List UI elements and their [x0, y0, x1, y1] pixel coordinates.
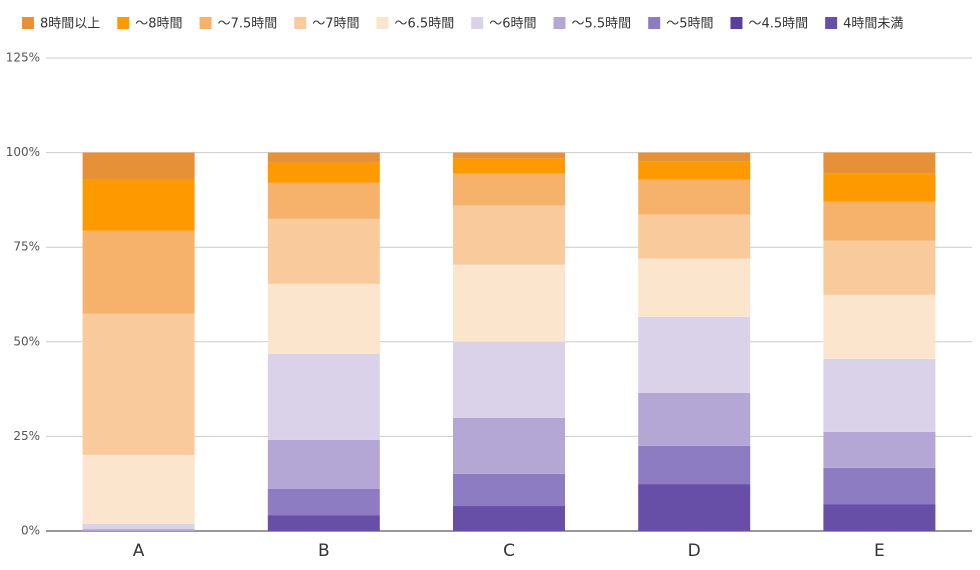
y-tick-label: 125% — [6, 51, 40, 65]
bar-segment — [823, 294, 936, 359]
y-tick-label: 0% — [21, 524, 40, 538]
bar-segment — [823, 358, 936, 432]
legend-swatch — [825, 17, 838, 29]
bar-segment — [267, 515, 380, 531]
bar-segment — [638, 258, 751, 317]
legend-label: 〜5.5時間 — [572, 17, 632, 32]
legend-label: 〜6時間 — [489, 17, 536, 32]
legend-label: 〜8時間 — [135, 17, 182, 32]
bar-segment — [267, 353, 380, 440]
bar-segment — [82, 529, 195, 531]
legend-swatch — [553, 17, 566, 29]
bar-segment — [267, 162, 380, 183]
bar-segment — [267, 439, 380, 489]
bar-segment — [82, 313, 195, 455]
bar-segment — [453, 158, 565, 174]
legend-swatch — [730, 17, 743, 29]
bar-segment — [823, 467, 936, 505]
legend-label: 〜6.5時間 — [395, 17, 455, 32]
bar-segment — [823, 173, 936, 202]
bar-segment — [267, 283, 380, 354]
legend-label: 8時間以上 — [40, 17, 100, 32]
x-tick-label: D — [688, 541, 701, 561]
bar-segment — [267, 218, 380, 284]
bar-segment — [82, 523, 195, 530]
bar-segment — [267, 488, 380, 516]
legend-swatch — [22, 17, 34, 29]
bar-segment — [82, 454, 195, 524]
bar-segment — [638, 152, 751, 162]
x-tick-label: E — [874, 541, 885, 561]
y-tick-label: 50% — [13, 334, 40, 348]
legend-label: 〜4.5時間 — [748, 17, 808, 32]
legend-swatch — [199, 17, 212, 29]
bar-segment — [453, 205, 565, 265]
x-tick-label: A — [133, 541, 145, 561]
legend-swatch — [471, 17, 484, 29]
bar-segment — [638, 392, 751, 446]
legend-swatch — [376, 17, 389, 29]
legend-swatch — [294, 17, 307, 29]
y-tick-label: 25% — [13, 429, 40, 443]
legend-label: 〜5時間 — [666, 17, 713, 32]
bar-segment — [823, 504, 936, 531]
y-tick-label: 75% — [13, 240, 40, 254]
bar-segment — [638, 179, 751, 215]
bar-segment — [453, 473, 565, 507]
bar-segment — [638, 316, 751, 393]
bar-segment — [638, 445, 751, 485]
bar-segment — [823, 201, 936, 241]
bar-segment — [453, 173, 565, 206]
legend-label: 〜7.5時間 — [218, 17, 278, 32]
legend-label: 4時間未満 — [843, 17, 903, 32]
bar-segment — [638, 161, 751, 180]
bar-segment — [638, 484, 751, 531]
bar-segment — [453, 152, 565, 159]
legend-swatch — [117, 17, 130, 29]
bar-segment — [82, 179, 195, 231]
bar-segment — [453, 417, 565, 474]
x-tick-label: C — [503, 541, 515, 561]
bar-segment — [823, 240, 936, 295]
bar-segment — [82, 152, 195, 180]
legend-label: 〜7時間 — [312, 17, 359, 32]
bar-segment — [267, 182, 380, 219]
x-tick-label: B — [318, 541, 330, 561]
bar-segment — [453, 341, 565, 418]
bar-segment — [82, 230, 195, 314]
bar-segment — [638, 214, 751, 259]
bar-segment — [823, 152, 936, 174]
bar-segment — [823, 431, 936, 468]
bar-segment — [453, 506, 565, 531]
legend-swatch — [648, 17, 661, 29]
bar-segment — [267, 152, 380, 163]
y-tick-label: 100% — [6, 145, 40, 159]
bar-segment — [453, 264, 565, 342]
